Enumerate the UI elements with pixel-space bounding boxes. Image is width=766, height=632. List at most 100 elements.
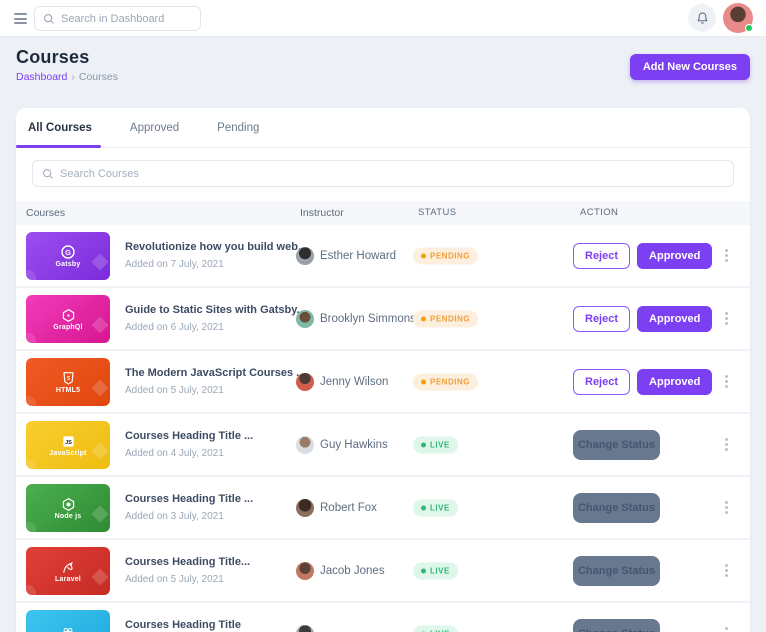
status-dot-icon — [421, 316, 426, 321]
dashboard-search[interactable] — [34, 6, 201, 31]
table-header: Courses Instructor STATUS ACTION — [16, 201, 750, 225]
change-status-button[interactable]: Change Status — [573, 429, 660, 460]
reject-button[interactable]: Reject — [573, 305, 631, 332]
course-tech-label: GraphQl — [53, 323, 83, 331]
kebab-menu-icon[interactable] — [719, 625, 733, 632]
courses-card: All Courses Approved Pending Courses Ins… — [16, 108, 750, 632]
course-thumbnail — [26, 610, 110, 632]
column-header-status: STATUS — [418, 207, 457, 218]
search-icon — [42, 168, 54, 180]
change-status-button[interactable]: Change Status — [573, 618, 660, 632]
status-dot-icon — [421, 379, 426, 384]
status-badge: LIVE — [413, 562, 458, 579]
instructor-cell: Jacob Jones — [296, 540, 385, 601]
instructor-avatar — [296, 246, 314, 265]
status-badge: LIVE — [413, 625, 458, 632]
table-row: GraphQl Guide to Static Sites with Gatsb… — [16, 288, 750, 351]
instructor-avatar — [296, 435, 314, 454]
status-dot-icon — [421, 568, 426, 573]
instructor-cell: Esther Howard — [296, 225, 396, 286]
kebab-menu-icon[interactable] — [719, 562, 733, 580]
instructor-avatar — [296, 498, 314, 517]
instructor-cell — [296, 603, 320, 632]
table-row: G Gatsby Revolutionize how you build web… — [16, 225, 750, 288]
course-added-date: Added on 5 July, 2021 — [125, 574, 224, 585]
approve-button[interactable]: Approved — [637, 305, 713, 332]
status-badge: PENDING — [413, 373, 478, 390]
kebab-menu-icon[interactable] — [719, 499, 733, 517]
javascript-logo-icon: JS — [61, 434, 76, 449]
instructor-avatar — [296, 372, 314, 391]
instructor-cell: Brooklyn Simmons — [296, 288, 416, 349]
change-status-button[interactable]: Change Status — [573, 492, 660, 523]
approve-button[interactable]: Approved — [637, 242, 713, 269]
breadcrumb-current: Courses — [78, 71, 118, 83]
course-title: The Modern JavaScript Courses ... — [125, 367, 306, 379]
course-thumbnail: JS JavaScript — [26, 421, 110, 469]
reject-button[interactable]: Reject — [573, 368, 631, 395]
status-dot-icon — [421, 505, 426, 510]
graphql-logo-icon — [61, 308, 76, 323]
course-added-date: Added on 6 July, 2021 — [125, 322, 224, 333]
course-thumbnail: 5 HTML5 — [26, 358, 110, 406]
course-thumbnail: GraphQl — [26, 295, 110, 343]
table-row: 5 HTML5 The Modern JavaScript Courses ..… — [16, 351, 750, 414]
course-added-date: Added on 5 July, 2021 — [125, 385, 224, 396]
status-badge: PENDING — [413, 247, 478, 264]
reject-button[interactable]: Reject — [573, 242, 631, 269]
nodejs-logo-icon — [61, 497, 76, 512]
kebab-menu-icon[interactable] — [719, 247, 733, 265]
table-row: Laravel Courses Heading Title... Added o… — [16, 540, 750, 603]
table-row: Node js Courses Heading Title ... Added … — [16, 477, 750, 540]
topbar — [0, 0, 766, 37]
dashboard-search-input[interactable] — [61, 12, 192, 25]
status-badge: LIVE — [413, 436, 458, 453]
kebab-menu-icon[interactable] — [719, 436, 733, 454]
course-thumbnail: Node js — [26, 484, 110, 532]
courses-search[interactable] — [32, 160, 734, 187]
status-badge: PENDING — [413, 310, 478, 327]
breadcrumb-dashboard-link[interactable]: Dashboard — [16, 71, 68, 83]
course-added-date: Added on 4 July, 2021 — [125, 448, 224, 459]
approve-button[interactable]: Approved — [637, 368, 713, 395]
kebab-menu-icon[interactable] — [719, 373, 733, 391]
course-tech-label: HTML5 — [55, 386, 81, 394]
notifications-button[interactable] — [688, 4, 716, 32]
course-title: Revolutionize how you build web... — [125, 241, 308, 253]
user-avatar[interactable] — [723, 3, 753, 33]
courses-search-input[interactable] — [60, 167, 724, 180]
status-dot-icon — [421, 442, 426, 447]
search-icon — [43, 13, 55, 25]
kebab-menu-icon[interactable] — [719, 310, 733, 328]
change-status-button[interactable]: Change Status — [573, 555, 660, 586]
status-dot-icon — [421, 253, 426, 258]
online-status-dot — [745, 24, 753, 32]
instructor-avatar — [296, 561, 314, 580]
tab-all-courses[interactable]: All Courses — [16, 108, 101, 148]
table-row: JS JavaScript Courses Heading Title ... … — [16, 414, 750, 477]
course-tech-label: Node js — [54, 512, 82, 520]
tab-approved[interactable]: Approved — [129, 121, 180, 134]
course-added-date: Added on 3 July, 2021 — [125, 511, 224, 522]
course-added-date: Added on 7 July, 2021 — [125, 259, 224, 270]
tab-pending[interactable]: Pending — [217, 121, 260, 134]
course-tech-label: Gatsby — [55, 261, 81, 268]
breadcrumb: Dashboard › Courses — [16, 71, 118, 83]
react-logo-icon — [60, 626, 76, 632]
instructor-name: Jenny Wilson — [320, 375, 389, 388]
course-title: Courses Heading Title ... — [125, 430, 254, 442]
instructor-avatar — [296, 309, 314, 328]
course-title: Courses Heading Title — [125, 619, 241, 631]
instructor-name: Guy Hawkins — [320, 438, 388, 451]
course-tech-label: Laravel — [55, 575, 81, 583]
laravel-logo-icon — [61, 560, 76, 575]
course-thumbnail: G Gatsby — [26, 232, 110, 280]
add-new-courses-button[interactable]: Add New Courses — [629, 54, 750, 80]
column-header-action: ACTION — [580, 207, 619, 218]
hamburger-menu-icon[interactable] — [14, 13, 27, 24]
instructor-cell: Robert Fox — [296, 477, 377, 538]
breadcrumb-separator: › — [71, 71, 75, 83]
status-badge: LIVE — [413, 499, 458, 516]
column-header-instructor: Instructor — [300, 207, 344, 219]
instructor-name: Robert Fox — [320, 501, 377, 514]
